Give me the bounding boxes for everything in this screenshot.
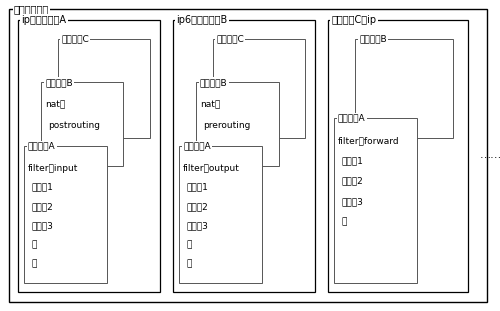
Bar	[355, 39, 452, 138]
Text: チェーンB: チェーンB	[359, 35, 386, 43]
Text: filter：input: filter：input	[28, 164, 78, 173]
Text: チェーンA: チェーンA	[338, 114, 365, 123]
Text: prerouting: prerouting	[204, 121, 251, 130]
Bar	[212, 39, 305, 138]
Text: ip：テーブルA: ip：テーブルA	[22, 15, 66, 25]
Bar	[334, 118, 416, 283]
Bar	[172, 20, 315, 292]
Text: ルールセット: ルールセット	[14, 4, 49, 14]
Text: ルール2: ルール2	[342, 177, 363, 186]
Text: ルール2: ルール2	[32, 202, 53, 211]
Text: ……: ……	[480, 151, 500, 160]
Text: ルール1: ルール1	[342, 156, 363, 165]
Text: チェーンB: チェーンB	[200, 78, 228, 87]
Text: ：: ：	[186, 259, 192, 268]
Text: filter：output: filter：output	[183, 164, 240, 173]
Text: ルール3: ルール3	[32, 221, 54, 230]
Text: チェーンC: チェーンC	[62, 35, 89, 43]
Text: ：: ：	[186, 240, 192, 249]
Bar	[41, 82, 123, 166]
Text: ：: ：	[32, 259, 37, 268]
Text: filter：forward: filter：forward	[338, 136, 400, 145]
Text: postrouting: postrouting	[48, 121, 100, 130]
Bar	[58, 39, 150, 138]
Text: nat：: nat：	[200, 100, 220, 109]
Text: ルール2: ルール2	[186, 202, 208, 211]
Text: ルール1: ルール1	[186, 183, 208, 192]
Text: ：: ：	[32, 240, 37, 249]
Bar	[328, 20, 468, 292]
Bar	[24, 146, 106, 283]
Bar	[196, 82, 278, 166]
Text: チェーンA: チェーンA	[183, 142, 210, 151]
Text: ルール3: ルール3	[186, 221, 208, 230]
Bar	[179, 146, 262, 283]
Text: テーブルC：ip: テーブルC：ip	[332, 15, 376, 25]
Text: ：: ：	[342, 217, 347, 226]
Text: ルール3: ルール3	[342, 197, 363, 206]
Text: チェーンC: チェーンC	[216, 35, 244, 43]
Text: nat：: nat：	[45, 100, 65, 109]
Text: チェーンA: チェーンA	[28, 142, 56, 151]
Bar	[18, 20, 160, 292]
Text: ルール1: ルール1	[32, 183, 54, 192]
Text: チェーンB: チェーンB	[45, 78, 72, 87]
Text: ip6：テーブルB: ip6：テーブルB	[176, 15, 228, 25]
